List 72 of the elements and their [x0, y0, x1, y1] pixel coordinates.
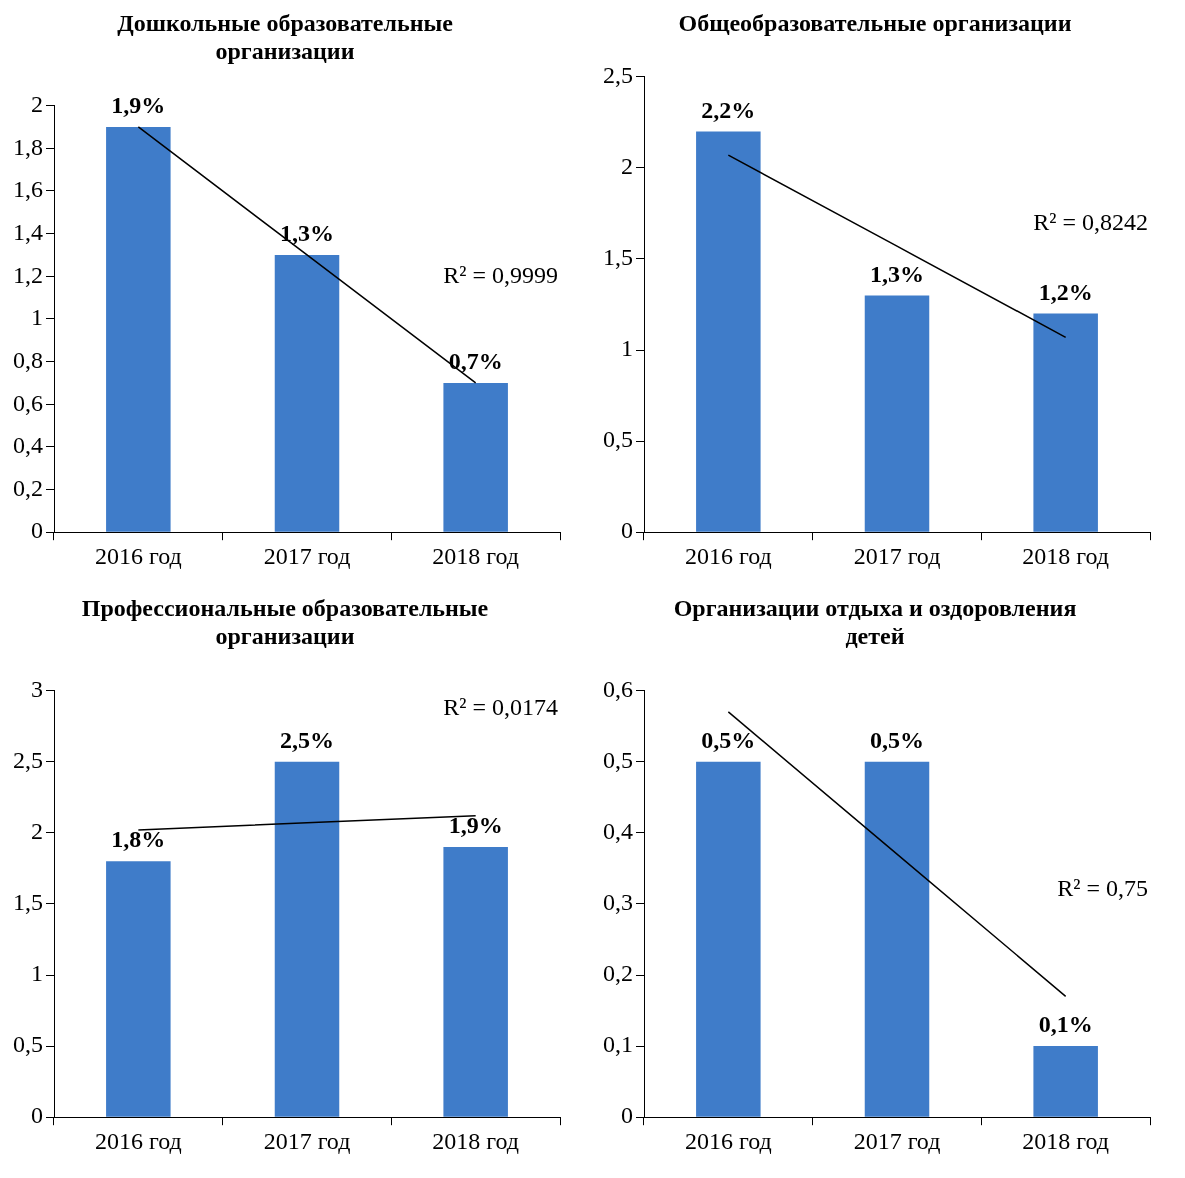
x-tick-label: 2017 год	[263, 1127, 351, 1154]
chart-title: Организации отдыха и оздоровления детей	[673, 594, 1077, 650]
y-tick-label: 1,6	[13, 176, 43, 203]
data-label: 2,2%	[701, 96, 756, 123]
data-label: 0,1%	[1038, 1011, 1093, 1038]
x-tick-label: 2016 год	[684, 1127, 772, 1154]
y-tick-label: 3	[31, 675, 43, 702]
bar	[274, 254, 340, 532]
y-tick-label: 0,5	[603, 426, 633, 453]
y-tick-label: 2,5	[603, 62, 633, 89]
data-label: 1,9%	[448, 812, 503, 839]
y-tick-label: 2,5	[13, 747, 43, 773]
chart-title: Общеобразовательные организации	[678, 9, 1072, 36]
y-tick-label: 0	[621, 517, 633, 544]
annotation: R² = 0,9999	[443, 261, 558, 288]
y-tick-label: 0,8	[13, 346, 43, 373]
y-tick-label: 2	[31, 818, 43, 845]
y-tick-label: 0,2	[13, 474, 43, 501]
data-label: 1,9%	[111, 92, 166, 119]
bar	[864, 295, 930, 532]
y-tick-label: 1	[31, 304, 43, 331]
x-tick-label: 2017 год	[853, 1127, 941, 1154]
y-tick-label: 1	[31, 960, 43, 987]
y-tick-label: 0,5	[603, 747, 633, 773]
y-tick-label: 1,5	[13, 889, 43, 916]
y-tick-label: 0	[31, 1102, 43, 1129]
bar	[1033, 313, 1098, 532]
y-tick-label: 0,2	[603, 960, 633, 987]
data-label: 1,2%	[1038, 278, 1093, 305]
data-label: 2,5%	[280, 726, 334, 753]
x-tick-label: 2017 год	[853, 542, 941, 569]
x-tick-label: 2018 год	[432, 542, 520, 569]
data-label: 0,5%	[701, 726, 756, 753]
x-tick-label: 2018 год	[432, 1127, 520, 1154]
x-tick-label: 2018 год	[1022, 542, 1110, 569]
y-tick-label: 0,6	[13, 389, 43, 416]
annotation: R² = 0,0174	[443, 694, 558, 721]
y-tick-label: 0,3	[603, 889, 633, 916]
y-tick-label: 0,5	[13, 1031, 43, 1058]
x-tick-label: 2016 год	[94, 1127, 182, 1154]
y-tick-label: 2	[31, 90, 43, 117]
y-tick-label: 1,4	[13, 218, 43, 245]
y-tick-label: 0,4	[13, 432, 43, 459]
bar	[696, 131, 761, 532]
data-label: 1,3%	[280, 220, 334, 247]
annotation: R² = 0,75	[1057, 874, 1148, 901]
bar	[274, 761, 340, 1117]
y-tick-label: 0	[621, 1102, 633, 1129]
y-tick-label: 2	[621, 153, 633, 180]
bar	[443, 382, 508, 532]
annotation: R² = 0,8242	[1033, 208, 1148, 235]
data-label: 1,8%	[111, 826, 166, 853]
y-tick-label: 0	[31, 517, 43, 544]
x-tick-label: 2016 год	[94, 542, 182, 569]
y-tick-label: 0,1	[603, 1031, 633, 1058]
bar	[106, 126, 171, 532]
data-label: 0,7%	[448, 348, 503, 375]
data-label: 1,3%	[870, 260, 924, 287]
bar	[443, 847, 508, 1117]
data-label: 0,5%	[870, 726, 924, 753]
chart-title: Дошкольные образовательные организации	[117, 9, 454, 65]
bar	[106, 861, 171, 1117]
y-tick-label: 0,6	[603, 675, 633, 702]
x-tick-label: 2018 год	[1022, 1127, 1110, 1154]
y-tick-label: 1,5	[603, 244, 633, 271]
x-tick-label: 2016 год	[684, 542, 772, 569]
y-tick-label: 1,2	[13, 261, 43, 288]
chart-title: Профессиональные образовательные организации	[81, 594, 489, 650]
x-tick-label: 2017 год	[263, 542, 351, 569]
y-tick-label: 1	[621, 335, 633, 362]
y-tick-label: 1,8	[13, 133, 43, 160]
y-tick-label: 0,4	[603, 818, 633, 845]
